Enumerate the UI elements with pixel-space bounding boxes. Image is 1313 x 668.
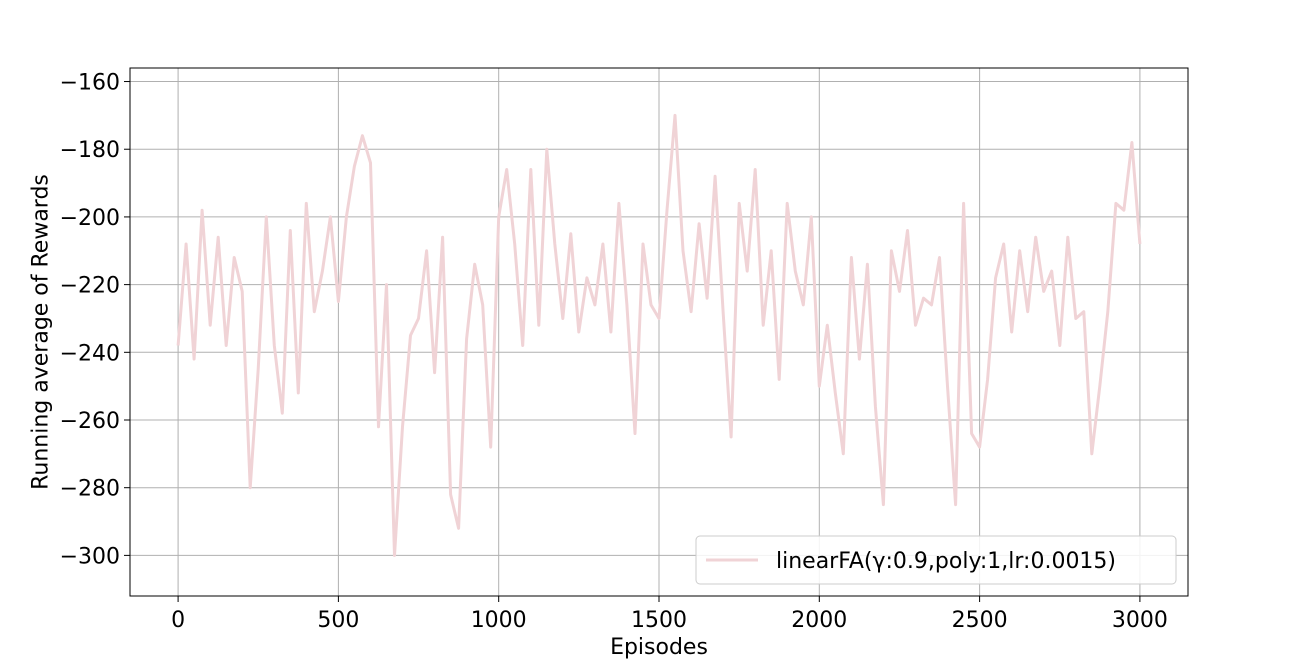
y-tick-label: −300: [60, 544, 120, 569]
x-axis-label: Episodes: [610, 635, 708, 660]
x-tick-label: 1000: [471, 608, 527, 633]
legend-box: [695, 535, 1177, 585]
x-tick-label: 0: [171, 608, 185, 633]
y-tick-label: −240: [60, 341, 120, 366]
grid: [130, 68, 1188, 596]
series-line: [176, 113, 1142, 557]
x-tick-label: 2000: [791, 608, 847, 633]
y-tick-label: −280: [60, 477, 120, 502]
legend: linearFA(γ:0.9,poly:1,lr:0.0015): [695, 535, 1177, 585]
y-tick-label: −180: [60, 138, 120, 163]
x-tick-label: 3000: [1112, 608, 1168, 633]
series-layer: [176, 113, 1142, 557]
y-tick-label: −200: [60, 206, 120, 231]
y-tick-label: −160: [60, 71, 120, 96]
y-tick-label: −220: [60, 274, 120, 299]
y-tick-label: −260: [60, 409, 120, 434]
x-tick-label: 2500: [952, 608, 1008, 633]
x-tick-label: 1500: [631, 608, 687, 633]
ticks: 0 500 1000 1500 2000 2500 3000 −300 −280 −260 −240…: [60, 71, 1168, 633]
y-axis-label: Running average of Rewards: [29, 174, 54, 490]
legend-label: linearFA(γ:0.9,poly:1,lr:0.0015): [776, 549, 1116, 574]
x-tick-label: 500: [317, 608, 359, 633]
